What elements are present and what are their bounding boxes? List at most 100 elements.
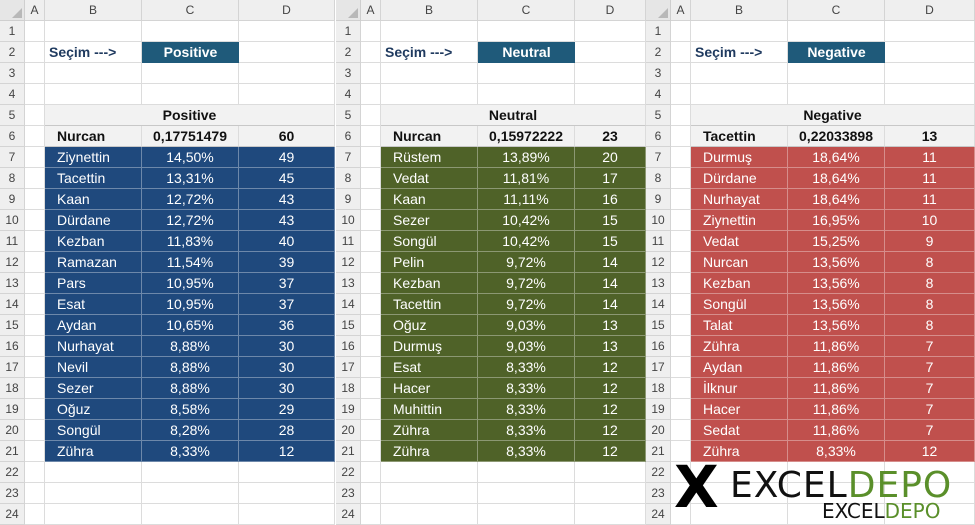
table-row-percent[interactable]: 10,95% [142,294,239,315]
table-row-count[interactable]: 8 [885,294,975,315]
table-row-percent[interactable]: 11,83% [142,231,239,252]
grid-cell[interactable] [671,210,691,231]
table-row-count[interactable]: 14 [575,252,646,273]
table-row-count[interactable]: 16 [575,189,646,210]
grid-cell[interactable] [25,378,45,399]
row-header[interactable]: 15 [0,315,25,336]
row-header[interactable]: 10 [646,210,671,231]
table-row-count[interactable]: 37 [239,273,335,294]
table-row-name[interactable]: Nurcan [691,252,788,273]
grid-cell[interactable] [671,336,691,357]
grid-cell[interactable] [671,21,691,42]
table-row-percent[interactable]: 18,64% [788,147,885,168]
table-row-count[interactable]: 7 [885,378,975,399]
table-row-name[interactable]: Nurhayat [45,336,142,357]
grid-cell[interactable] [691,21,788,42]
row-header[interactable]: 1 [336,21,361,42]
grid-cell[interactable] [361,42,381,63]
table-row-name[interactable]: Esat [45,294,142,315]
row-header[interactable]: 22 [646,462,671,483]
table-row-count[interactable]: 36 [239,315,335,336]
table-row-count[interactable]: 12 [575,420,646,441]
table-row-percent[interactable]: 13,56% [788,252,885,273]
grid-cell[interactable] [361,210,381,231]
row-header[interactable]: 17 [646,357,671,378]
grid-cell[interactable] [361,168,381,189]
grid-cell[interactable] [575,21,646,42]
grid-cell[interactable] [361,84,381,105]
table-row-name[interactable]: Oğuz [381,315,478,336]
table-row-name[interactable]: Kezban [381,273,478,294]
table-row-percent[interactable]: 13,31% [142,168,239,189]
row-header[interactable]: 8 [336,168,361,189]
row-header[interactable]: 22 [0,462,25,483]
grid-cell[interactable] [25,399,45,420]
table-row-name[interactable]: Zühra [691,336,788,357]
table-row-percent[interactable]: 8,88% [142,336,239,357]
grid-cell[interactable] [361,483,381,504]
table-row-name[interactable]: Dürdane [45,210,142,231]
grid-cell[interactable] [381,504,478,525]
grid-cell[interactable] [361,252,381,273]
table-row-count[interactable]: 10 [885,210,975,231]
grid-cell[interactable] [575,42,646,63]
table-row-count[interactable]: 20 [575,147,646,168]
grid-cell[interactable] [25,231,45,252]
row-header[interactable]: 12 [646,252,671,273]
grid-cell[interactable] [671,462,691,483]
row-header[interactable]: 23 [336,483,361,504]
table-row-name[interactable]: Pars [45,273,142,294]
row-header[interactable]: 3 [0,63,25,84]
row-header[interactable]: 14 [646,294,671,315]
table-row-name[interactable]: Aydan [45,315,142,336]
table-row-percent[interactable]: 13,56% [788,273,885,294]
grid-cell[interactable] [361,462,381,483]
row-header[interactable]: 20 [646,420,671,441]
table-row-percent[interactable]: 9,72% [478,294,575,315]
grid-cell[interactable] [671,420,691,441]
grid-cell[interactable] [45,42,142,63]
row-header[interactable]: 15 [646,315,671,336]
grid-cell[interactable] [671,84,691,105]
grid-cell[interactable] [142,504,239,525]
row-header[interactable]: 11 [0,231,25,252]
selection-dropdown[interactable]: Negative [788,42,885,63]
grid-cell[interactable] [142,483,239,504]
row-header[interactable]: 16 [0,336,25,357]
table-row-name[interactable]: Dürdane [691,168,788,189]
grid-cell[interactable] [361,147,381,168]
grid-cell[interactable] [25,441,45,462]
table-row-count[interactable]: 8 [885,315,975,336]
grid-cell[interactable] [25,63,45,84]
row-header[interactable]: 21 [646,441,671,462]
table-row-name[interactable]: Songül [45,420,142,441]
selection-dropdown[interactable]: Positive [142,42,239,63]
grid-cell[interactable] [239,462,335,483]
row-header[interactable]: 8 [646,168,671,189]
table-row-name[interactable]: Songül [691,294,788,315]
table-row-name[interactable]: Zühra [381,441,478,462]
grid-cell[interactable] [361,231,381,252]
column-header-d[interactable]: D [885,0,975,21]
table-row-percent[interactable]: 8,88% [142,357,239,378]
grid-cell[interactable] [691,63,788,84]
table-row-percent[interactable]: 8,28% [142,420,239,441]
table-row-percent[interactable]: 13,56% [788,294,885,315]
table-row-count[interactable]: 30 [239,336,335,357]
table-row-count[interactable]: 7 [885,336,975,357]
grid-cell[interactable] [142,21,239,42]
table-row-name[interactable]: Vedat [381,168,478,189]
table-row-percent[interactable]: 15,25% [788,231,885,252]
table-row-count[interactable]: 8 [885,252,975,273]
table-row-percent[interactable]: 18,64% [788,168,885,189]
grid-cell[interactable] [45,504,142,525]
row-header[interactable]: 6 [646,126,671,147]
grid-cell[interactable] [25,147,45,168]
table-row-name[interactable]: Nurhayat [691,189,788,210]
table-row-percent[interactable]: 18,64% [788,189,885,210]
table-row-count[interactable]: 12 [885,441,975,462]
grid-cell[interactable] [671,63,691,84]
table-row-count[interactable]: 7 [885,357,975,378]
table-row-count[interactable]: 29 [239,399,335,420]
grid-cell[interactable] [381,21,478,42]
